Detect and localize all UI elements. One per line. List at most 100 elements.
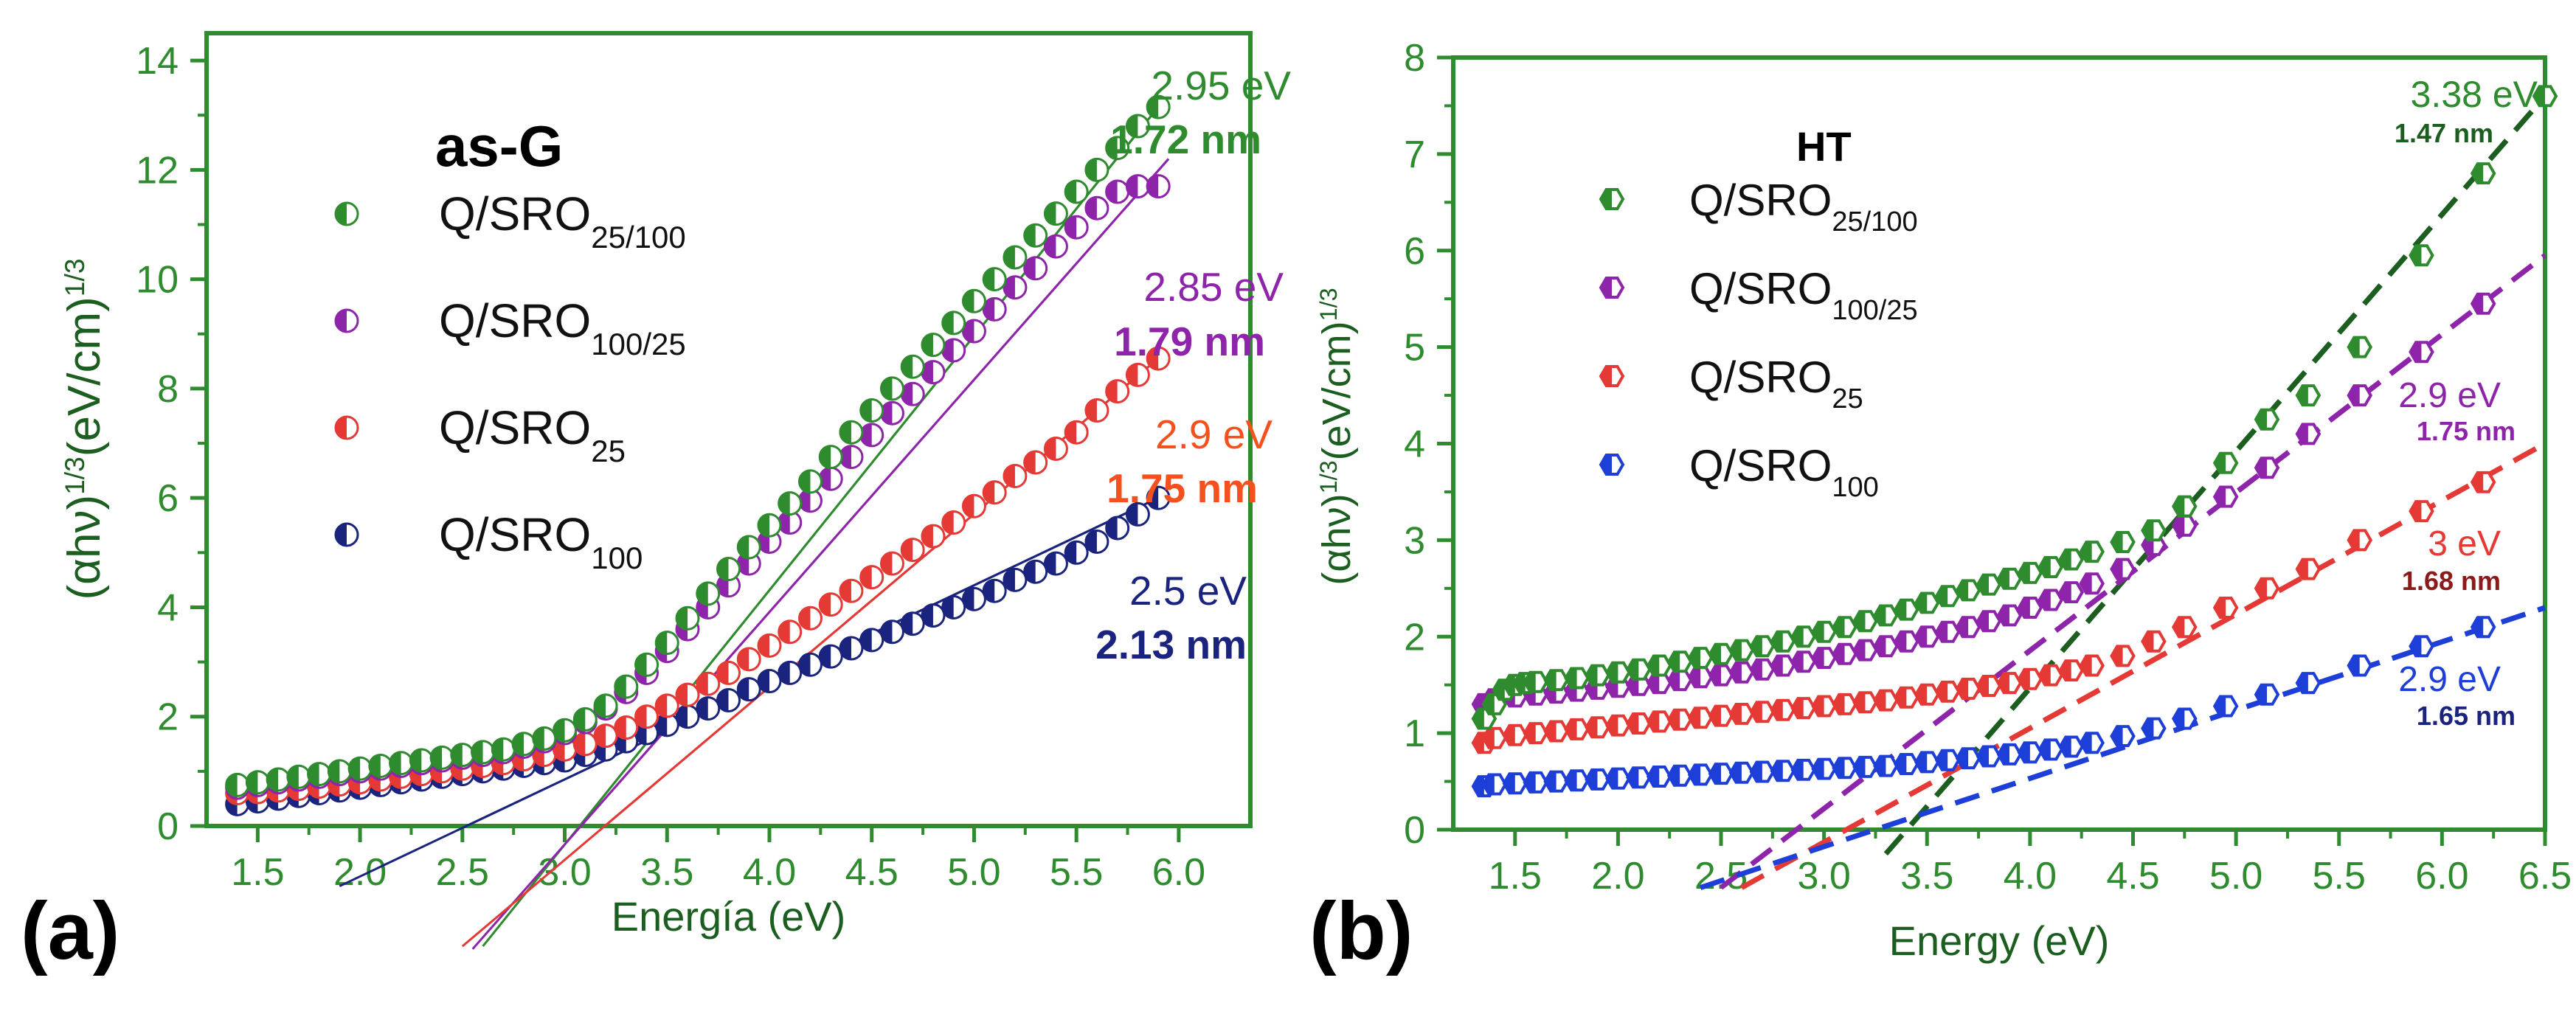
legend-label-base: Q/SRO: [439, 187, 591, 240]
y-axis-label: (αhν)1/3(eV/cm)1/3: [59, 258, 110, 600]
x-tick-label: 1.5: [231, 851, 284, 894]
plot-frame: [204, 31, 1253, 828]
marker-fill: [614, 716, 626, 739]
legend-label-subscript: 100: [591, 541, 643, 575]
x-axis-label: Energy (eV): [1889, 917, 2110, 964]
data-point: [778, 619, 803, 645]
data-point: [675, 605, 700, 631]
marker-fill: [2256, 684, 2268, 704]
data-point: [1543, 770, 1569, 793]
legend-label-subscript: 100: [1832, 472, 1878, 503]
marker-fill: [1003, 276, 1015, 299]
marker-fill: [2256, 458, 2268, 478]
x-tick-label: 5.0: [2209, 855, 2262, 898]
marker-fill: [881, 377, 893, 400]
marker-fill: [1648, 712, 1660, 732]
marker-fill: [2472, 164, 2484, 184]
x-tick-label: 1.5: [1489, 855, 1542, 898]
data-point: [1125, 174, 1150, 199]
marker-fill: [2256, 578, 2268, 598]
marker-fill: [1601, 190, 1612, 209]
marker-fill: [656, 631, 668, 654]
legend-marker: [334, 415, 359, 440]
data-point: [1564, 718, 1590, 740]
data-point: [1084, 398, 1109, 423]
marker-fill: [1106, 136, 1118, 159]
annotation-label: 2.9 eV: [2398, 660, 2501, 699]
marker-fill: [676, 607, 688, 630]
data-point: [675, 704, 700, 729]
data-point: [696, 581, 721, 606]
x-tick-label: 6.0: [2415, 855, 2468, 898]
y-tick-label: 4: [1404, 423, 1425, 466]
data-point: [736, 677, 761, 702]
marker-fill: [1998, 673, 2009, 693]
data-point: [2110, 725, 2136, 747]
series-100: [1471, 616, 2496, 798]
annotation-label: 2.95 eV: [1151, 63, 1291, 108]
marker-fill: [1936, 586, 1948, 606]
marker-fill: [799, 489, 811, 512]
marker-fill: [1812, 622, 1824, 642]
fit-line-extension: [471, 158, 1170, 950]
marker-fill: [2142, 631, 2154, 651]
data-point: [818, 466, 843, 491]
data-point: [797, 469, 823, 494]
fit-line-extension: [1699, 605, 2546, 890]
data-point: [716, 660, 741, 685]
data-point: [225, 772, 250, 797]
legend-label: Q/SRO25: [1689, 353, 1863, 414]
marker-fill: [1998, 744, 2009, 764]
x-tick-label: 3.5: [640, 851, 693, 894]
data-point: [614, 674, 639, 699]
data-point: [2058, 581, 2085, 603]
data-point: [1811, 647, 1837, 669]
marker-fill: [336, 310, 347, 332]
marker-fill: [1106, 516, 1118, 539]
marker-fill: [2534, 86, 2545, 106]
marker-fill: [1751, 636, 1762, 656]
data-point: [1043, 551, 1068, 576]
marker-fill: [983, 268, 995, 291]
marker-fill: [2348, 386, 2360, 406]
marker-fill: [1669, 652, 1680, 672]
data-point: [1708, 763, 1734, 785]
data-point: [1728, 761, 1755, 784]
marker-fill: [1045, 235, 1056, 258]
data-point: [347, 756, 373, 781]
data-point: [818, 592, 843, 617]
data-point: [1687, 647, 1714, 669]
marker-fill: [1503, 725, 1515, 745]
y-tick-label: 2: [1404, 616, 1425, 659]
legend-label-base: Q/SRO: [439, 401, 591, 454]
data-point: [1728, 639, 1755, 662]
marker-fill: [1503, 774, 1515, 794]
marker-fill: [1833, 758, 1845, 778]
marker-fill: [369, 754, 381, 777]
x-tick-label: 2.0: [1591, 855, 1644, 898]
y-tick-label: 2: [157, 696, 179, 739]
annotation-label: 2.9 eV: [1155, 412, 1273, 457]
marker-fill: [881, 620, 893, 643]
x-tick-label: 5.5: [1050, 851, 1103, 894]
data-point: [2037, 589, 2064, 611]
marker-fill: [431, 746, 443, 769]
data-point: [2037, 556, 2064, 578]
data-point: [1564, 667, 1590, 690]
marker-fill: [2296, 386, 2308, 406]
series-25-100: [225, 94, 1171, 797]
data-point: [1625, 658, 1652, 681]
marker-fill: [595, 694, 606, 717]
marker-fill: [2111, 646, 2123, 666]
marker-fill: [1601, 455, 1612, 474]
annotation-label: 1.75 nm: [1107, 465, 1258, 511]
data-point: [1064, 215, 1089, 240]
marker-fill: [2111, 559, 2123, 579]
marker-fill: [1503, 675, 1515, 695]
data-point: [1873, 635, 1899, 658]
marker-fill: [226, 774, 238, 796]
data-point: [1023, 450, 1048, 475]
marker-fill: [492, 738, 504, 761]
y-tick-label: 8: [157, 368, 179, 411]
legend-label: Q/SRO25/100: [439, 187, 686, 254]
